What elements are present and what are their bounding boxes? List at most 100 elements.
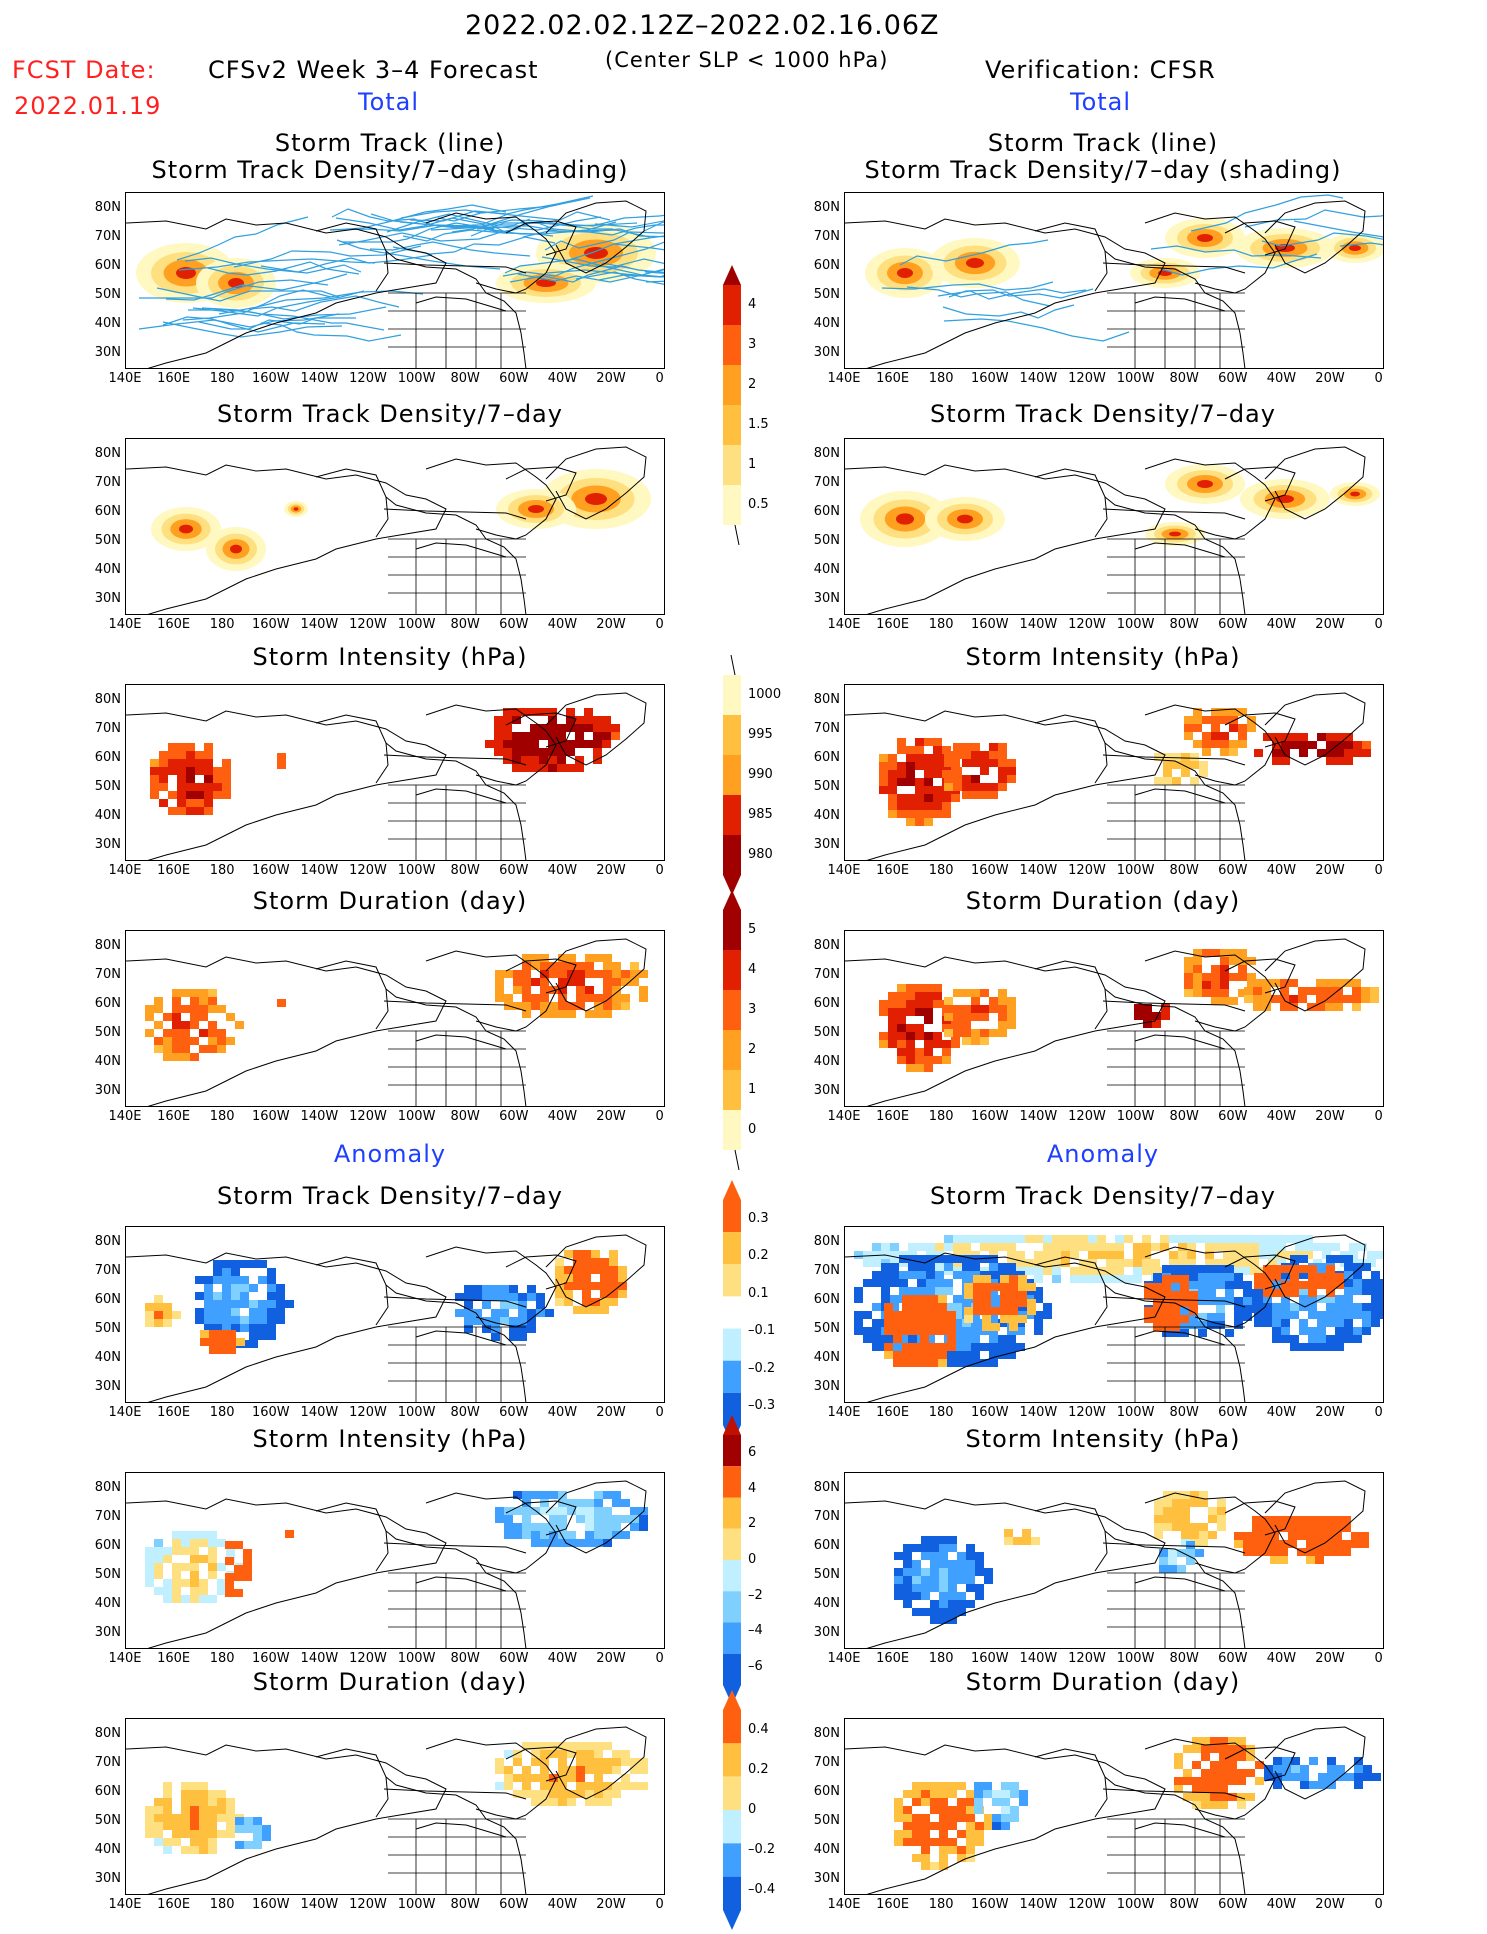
lat-tick-label: 30N	[813, 1625, 840, 1640]
lon-tick-label: 100W	[397, 1651, 436, 1666]
right-anom-density-map	[844, 1226, 1384, 1403]
left-intensity-title: Storm Intensity (hPa)	[252, 643, 528, 671]
lon-tick-label: 160E	[157, 617, 191, 632]
colorbar-density-total-label: 2	[748, 377, 757, 392]
lon-tick-label: 80W	[450, 1405, 480, 1420]
colorbar-density-total-label: 0.5	[748, 497, 769, 512]
lat-tick-label: 80N	[94, 200, 121, 215]
colorbar-duration-total-label: 2	[748, 1042, 757, 1057]
lon-tick-label: 60W	[499, 1651, 529, 1666]
lon-tick-label: 180	[928, 617, 954, 632]
lon-tick-label: 120W	[349, 617, 387, 632]
lon-tick-label: 60W	[499, 1405, 529, 1420]
lat-tick-label: 30N	[813, 591, 840, 606]
lat-tick-label: 50N	[813, 779, 840, 794]
lon-tick-label: 160E	[876, 1651, 910, 1666]
lon-tick-label: 140W	[300, 371, 339, 386]
left-density-title: Storm Track Density/7–day	[217, 400, 563, 428]
left-intensity-map-svg	[126, 692, 647, 860]
right-anom-intensity-title: Storm Intensity (hPa)	[965, 1425, 1241, 1453]
colorbar-intensity-anom	[722, 1415, 742, 1709]
lon-tick-label: 120W	[349, 1109, 387, 1124]
lat-tick-label: 50N	[813, 1025, 840, 1040]
lat-tick-label: 80N	[94, 1480, 121, 1495]
lon-tick-label: 120W	[349, 1897, 387, 1912]
lon-tick-label: 140W	[1019, 1405, 1058, 1420]
lat-tick-label: 40N	[94, 1596, 121, 1611]
lon-tick-label: 20W	[596, 617, 626, 632]
lat-tick-label: 60N	[94, 258, 121, 273]
lat-tick-label: 80N	[94, 446, 121, 461]
lon-tick-label: 140E	[827, 1651, 861, 1666]
lon-tick-label: 160E	[157, 1651, 191, 1666]
lon-tick-label: 140W	[300, 617, 339, 632]
lon-tick-label: 60W	[499, 863, 529, 878]
lat-tick-label: 60N	[94, 1784, 121, 1799]
colorbar-duration-total-label: 0	[748, 1122, 757, 1137]
right-anom-intensity-map-svg	[845, 1480, 1369, 1648]
lon-tick-label: 40W	[1266, 1405, 1297, 1420]
lat-tick-label: 50N	[94, 1321, 121, 1336]
lon-tick-label: 40W	[547, 1109, 578, 1124]
lat-tick-label: 60N	[813, 996, 840, 1011]
right-track-title: Storm Track (line) Storm Track Density/7…	[803, 130, 1403, 184]
left-density-map	[125, 438, 665, 615]
lon-tick-label: 120W	[1068, 1651, 1106, 1666]
lon-tick-label: 160E	[876, 1109, 910, 1124]
lon-tick-label: 40W	[547, 863, 578, 878]
lon-tick-label: 100W	[1116, 371, 1155, 386]
lon-tick-label: 60W	[1218, 863, 1248, 878]
lon-tick-label: 140E	[108, 617, 142, 632]
lon-tick-label: 80W	[450, 1651, 480, 1666]
lon-tick-label: 140W	[300, 863, 339, 878]
lat-tick-label: 80N	[813, 1480, 840, 1495]
colorbar-duration-anom-svg	[723, 1690, 741, 1930]
right-density-map-svg	[845, 446, 1380, 614]
colorbar-intensity-anom-label: –6	[748, 1659, 763, 1675]
lon-tick-label: 120W	[349, 1651, 387, 1666]
colorbar-duration-anom	[722, 1690, 742, 1934]
left-intensity-map	[125, 684, 665, 861]
lon-tick-label: 60W	[499, 617, 529, 632]
lat-tick-label: 80N	[813, 692, 840, 707]
lat-tick-label: 60N	[813, 504, 840, 519]
lat-tick-label: 80N	[813, 1726, 840, 1741]
lon-tick-label: 40W	[1266, 863, 1297, 878]
right-intensity-title: Storm Intensity (hPa)	[965, 643, 1241, 671]
lon-tick-label: 160W	[251, 371, 290, 386]
lon-tick-label: 160W	[251, 1651, 290, 1666]
lon-tick-label: 160W	[970, 1109, 1009, 1124]
lat-tick-label: 70N	[94, 721, 121, 736]
lon-tick-label: 40W	[547, 371, 578, 386]
lat-tick-label: 50N	[813, 1567, 840, 1582]
lon-tick-label: 140E	[827, 617, 861, 632]
colorbar-intensity-total-label: 995	[748, 727, 773, 742]
lat-tick-label: 70N	[94, 229, 121, 244]
lon-tick-label: 140E	[827, 1109, 861, 1124]
lon-tick-label: 80W	[450, 371, 480, 386]
colorbar-density-total-label: 4	[748, 297, 757, 312]
right-anom-density-title: Storm Track Density/7–day	[930, 1182, 1276, 1210]
right-intensity-map-svg	[845, 692, 1371, 860]
lon-tick-label: 20W	[1315, 1405, 1345, 1420]
lon-tick-label: 120W	[1068, 371, 1106, 386]
colorbar-intensity-total-label: 980	[748, 847, 773, 862]
lon-tick-label: 100W	[397, 1405, 436, 1420]
lat-tick-label: 40N	[94, 562, 121, 577]
lon-tick-label: 100W	[1116, 1651, 1155, 1666]
right-duration-map	[844, 930, 1384, 1107]
lat-tick-label: 30N	[813, 1379, 840, 1394]
lon-tick-label: 160E	[876, 1405, 910, 1420]
colorbar-duration-total	[722, 890, 742, 1174]
lon-tick-label: 160W	[251, 1897, 290, 1912]
lat-tick-label: 80N	[94, 938, 121, 953]
colorbar-density-total-label: 1	[748, 457, 757, 472]
lon-tick-label: 120W	[1068, 1109, 1106, 1124]
colorbar-density-total-label: 1.5	[748, 417, 769, 432]
lon-tick-label: 180	[928, 1651, 954, 1666]
right-anom-density-map-svg	[845, 1234, 1383, 1402]
lat-tick-label: 30N	[813, 1083, 840, 1098]
left-track-title-line1: Storm Track (line)	[274, 129, 506, 157]
right-track-title-line1: Storm Track (line)	[987, 129, 1219, 157]
right-anomaly-label: Anomaly	[1046, 1140, 1160, 1168]
